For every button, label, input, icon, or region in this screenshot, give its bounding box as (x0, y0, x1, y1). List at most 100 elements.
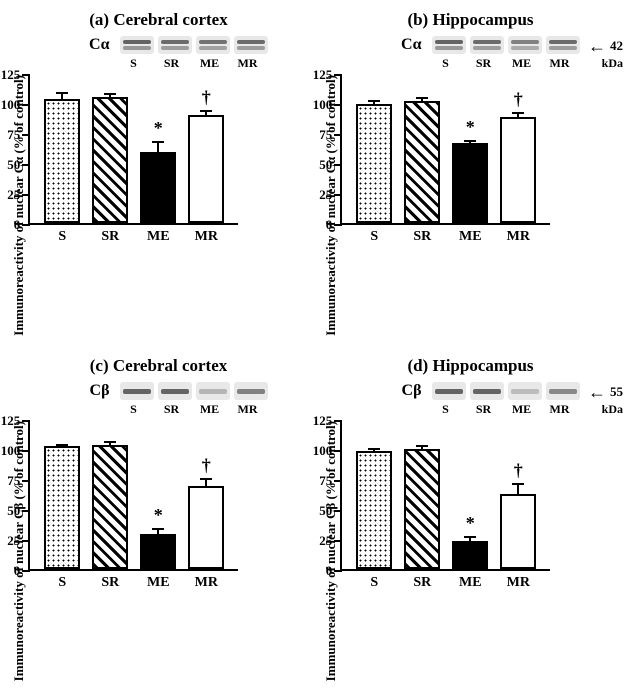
panel-title: (c) Cerebral cortex (10, 356, 307, 376)
bar-MR: † (500, 494, 536, 568)
x-tick-label: ME (140, 575, 176, 591)
y-tick-label: 100 (313, 443, 333, 459)
panel-a: (a) Cerebral cortexCαSSRMEMRImmunoreacti… (10, 10, 307, 336)
lane-label: S (429, 56, 463, 71)
lane-label: MR (231, 402, 265, 417)
blot-lane (120, 382, 154, 400)
x-tick-label: SR (92, 575, 128, 591)
x-tick-label: ME (452, 229, 488, 245)
lane-label: ME (193, 56, 227, 71)
bar-chart: 0255075100125*† (28, 421, 238, 571)
panel-c: (c) Cerebral cortex Cβ S SR ME MR Immunoreacti… (10, 356, 307, 681)
x-tick-label: S (356, 229, 392, 245)
protein-label: Cβ (392, 382, 422, 400)
y-tick-label: 75 (319, 473, 332, 489)
y-tick-label: 50 (319, 157, 332, 173)
y-tick-label: 100 (1, 443, 21, 459)
significance-marker: † (202, 87, 211, 108)
significance-marker: * (154, 505, 163, 526)
y-tick-label: 100 (313, 97, 333, 113)
y-tick-label: 75 (319, 127, 332, 143)
western-blot: Cβ (10, 382, 307, 400)
significance-marker: † (514, 460, 523, 481)
bar-SR (404, 449, 440, 569)
error-bar (61, 92, 63, 102)
error-bar (109, 441, 111, 447)
lane-label: SR (467, 402, 501, 417)
x-tick-label: MR (500, 575, 536, 591)
x-tick-label: ME (140, 229, 176, 245)
blot-lane (546, 36, 580, 54)
lane-label: MR (231, 56, 265, 71)
bar-S (44, 446, 80, 568)
lane-label: S (117, 402, 151, 417)
lane-label: MR (543, 402, 577, 417)
blot-lane (120, 36, 154, 54)
x-tick-label: S (44, 229, 80, 245)
western-blot: Cβ (322, 382, 619, 400)
y-tick-label: 75 (7, 127, 20, 143)
mw-value: 42 (610, 38, 623, 54)
y-tick-label: 125 (1, 413, 21, 429)
panel-title: (b) Hippocampus (322, 10, 619, 30)
bar-chart: 0255075100125*† (340, 75, 550, 225)
y-tick-label: 0 (326, 563, 333, 579)
western-blot: Cα (322, 36, 619, 54)
molecular-weight-label: ←55kDa (588, 384, 623, 400)
x-tick-label: SR (404, 575, 440, 591)
significance-marker: † (202, 455, 211, 476)
blot-lane (234, 36, 268, 54)
y-tick-label: 25 (319, 533, 332, 549)
error-bar (157, 141, 159, 154)
blot-lane (158, 382, 192, 400)
mw-value: 55 (610, 384, 623, 400)
significance-marker: * (154, 118, 163, 139)
y-tick-label: 50 (319, 503, 332, 519)
error-bar (157, 528, 159, 536)
significance-marker: * (466, 117, 475, 138)
x-tick-label: SR (404, 229, 440, 245)
y-tick-label: 100 (1, 97, 21, 113)
lane-label: SR (155, 402, 189, 417)
lane-label: SR (467, 56, 501, 71)
lane-label: MR (543, 56, 577, 71)
blot-lane (470, 382, 504, 400)
lane-label: SR (155, 56, 189, 71)
y-tick-label: 125 (1, 67, 21, 83)
blot-lane (196, 36, 230, 54)
y-tick-label: 125 (313, 67, 333, 83)
blot-lane (432, 36, 466, 54)
bar-SR (404, 101, 440, 223)
y-axis-label: Immunoreactivity of nuclear Cβ (% of con… (10, 421, 28, 681)
bar-chart: 0255075100125*† (340, 421, 550, 571)
bar-MR: † (188, 115, 224, 223)
y-tick-label: 0 (326, 217, 333, 233)
error-bar (109, 93, 111, 99)
bar-S (356, 104, 392, 223)
mw-unit: kDa (602, 402, 623, 417)
error-bar (517, 112, 519, 119)
bar-SR (92, 97, 128, 223)
error-bar (421, 445, 423, 451)
blot-lane (196, 382, 230, 400)
bar-MR: † (500, 117, 536, 223)
x-tick-label: MR (188, 229, 224, 245)
error-bar (205, 478, 207, 488)
bar-SR (92, 445, 128, 569)
bar-ME: * (140, 534, 176, 569)
lane-label: S (117, 56, 151, 71)
error-bar (61, 444, 63, 449)
x-tick-label: S (44, 575, 80, 591)
y-tick-label: 50 (7, 503, 20, 519)
blot-lane (158, 36, 192, 54)
y-tick-label: 25 (7, 533, 20, 549)
western-blot: Cα (10, 36, 307, 54)
bar-MR: † (188, 486, 224, 569)
significance-marker: * (466, 513, 475, 534)
blot-lane (546, 382, 580, 400)
lane-label: S (429, 402, 463, 417)
panel-b: (b) HippocampusCαSSRMEMR←42kDaImmunoreac… (322, 10, 619, 336)
x-tick-label: MR (188, 575, 224, 591)
x-tick-label: S (356, 575, 392, 591)
error-bar (373, 448, 375, 453)
